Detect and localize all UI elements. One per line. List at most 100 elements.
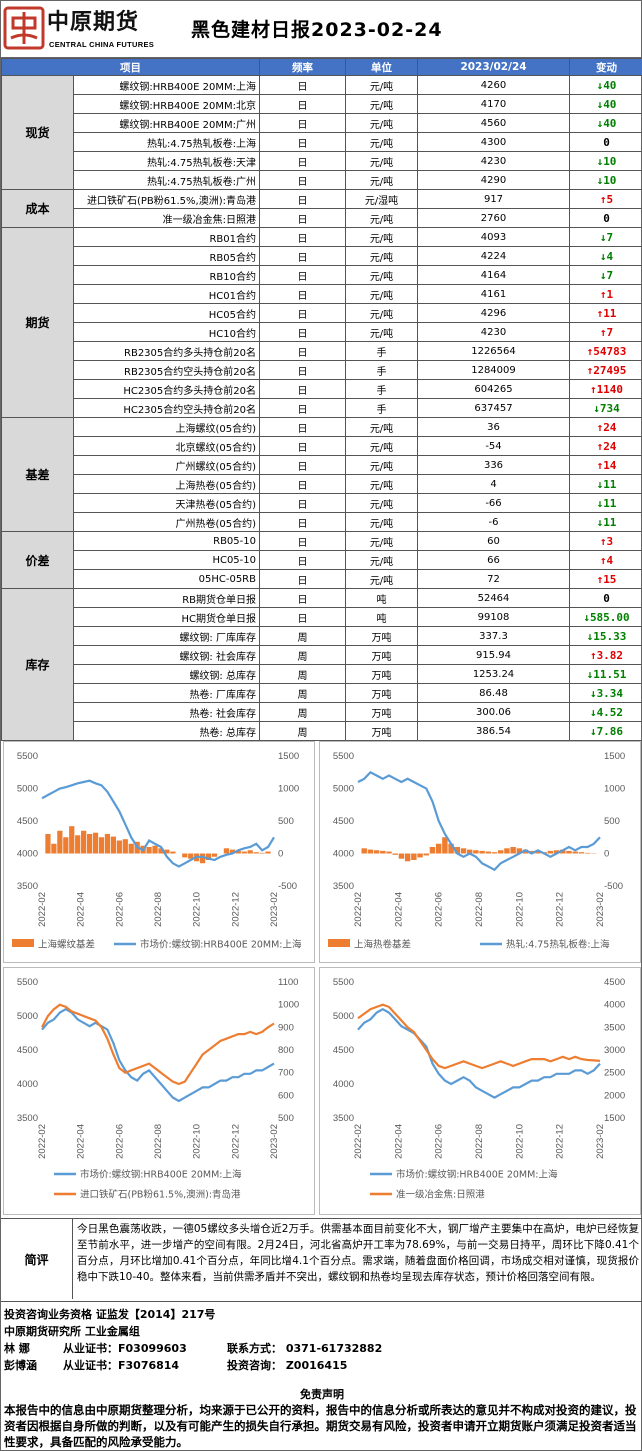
x-tick: 2022-04 [393,1124,404,1159]
unit-cell: 吨 [345,607,418,627]
category-cell: 成本 [1,189,74,228]
indicator-name-cell: 天津热卷(05合约) [73,493,260,513]
basis-bar [572,851,578,854]
frequency-cell: 日 [259,75,346,95]
change-value: 3 [606,534,614,548]
value-cell: 4296 [417,303,570,323]
unit-cell: 元/吨 [345,474,418,494]
series-line [41,1007,275,1103]
arrow-down-icon: ↓ [596,116,604,130]
table-row: 热卷: 总库存周万吨 386.54 ↓7.86 [2,721,642,741]
x-tick: 2022-10 [192,1124,203,1159]
comment-section: 简评 今日黑色震荡收跌，一德05螺纹多头增仓近2万手。供需基本面目前变化不大，钢… [1,1218,642,1299]
change-value: 27495 [593,363,627,377]
legend-label: 市场价:螺纹钢:HRB400E 20MM:上海 [140,939,302,951]
unit-cell: 元/吨 [345,265,418,285]
frequency-cell: 日 [259,303,346,323]
basis-bar [448,843,454,854]
legend-label: 上海螺纹基差 [38,939,95,951]
change-value: 10 [603,173,617,187]
frequency-cell: 日 [259,94,346,114]
value-cell: -66 [417,493,570,513]
x-tick: 2022-10 [514,1124,525,1159]
logo-subtitle: CENTRAL CHINA FUTURES [49,40,155,49]
arrow-down-icon: ↓ [599,230,607,244]
logo-text: 中原期货 [47,9,140,35]
chart-rebar-vs-iron-ore: 5500 5000 4500 4000 3500 1100 1000 900 800 700 600… [3,967,315,1215]
frequency-cell: 日 [259,322,346,342]
table-row: 准一级冶金焦:日照港日元/吨 2760 0 [2,208,642,228]
y-tick-right: 1000 [278,1000,299,1011]
y-tick-left: 5500 [17,751,38,762]
frequency-cell: 日 [259,588,346,608]
basis-bar [361,848,367,854]
value-cell: 2760 [417,208,570,228]
y-tick-right: 2000 [604,1090,625,1101]
frequency-cell: 日 [259,398,346,418]
basis-bar [442,837,448,854]
basis-bar [235,850,241,854]
indicator-name-cell: 热轧:4.75热轧板卷:上海 [73,132,260,152]
series-line [357,1003,601,1070]
unit-cell: 元/吨 [345,208,418,228]
basis-bar [373,850,380,854]
change-value: 24 [603,439,617,453]
indicator-name-cell: 螺纹钢:HRB400E 20MM:北京 [73,94,260,114]
change-value: 11 [603,496,617,510]
change-value: 15 [603,572,617,586]
change-value: 0 [603,591,610,605]
disclaimer-text: 本报告中的信息由中原期货整理分析，均来源于已公开的资料，报告中的信息分析或所表达… [4,1403,637,1449]
basis-bar [98,837,105,854]
arrow-up-icon: ↑ [596,420,604,434]
table-row: RB10合约日元/吨 4164 ↓7 [2,265,642,285]
change-value: 54783 [593,344,627,358]
change-value: 0 [603,135,610,149]
change-value: 11 [603,515,617,529]
frequency-cell: 日 [259,607,346,627]
change-cell: ↑3 [569,531,642,551]
disclaimer-title: 免责声明 [300,1388,344,1401]
frequency-cell: 日 [259,569,346,589]
frequency-cell: 日 [259,170,346,190]
change-cell: ↑4 [569,550,642,570]
legend-label: 热轧:4.75热轧板卷:上海 [506,939,610,951]
change-cell: ↓11 [569,474,642,494]
contact-line: 联系方式： 0371-61732882 [227,1342,383,1355]
change-cell: ↓7 [569,265,642,285]
indicator-name-cell: 上海螺纹(05合约) [73,417,260,437]
arrow-up-icon: ↑ [599,192,607,206]
unit-cell: 元/吨 [345,322,418,342]
basis-bar [229,849,235,854]
table-body: 现货 螺纹钢:HRB400E 20MM:上海日元/吨 4260 ↓40 螺纹钢:HRB4… [1,75,642,741]
change-value: 24 [603,420,617,434]
table-row: HC期货仓单日报日吨 99108 ↓585.00 [2,607,642,627]
basis-bar [392,853,398,855]
x-tick: 2022-04 [76,1124,87,1159]
indicator-name-cell: 热轧:4.75热轧板卷:天津 [73,151,260,171]
arrow-up-icon: ↑ [599,534,607,548]
indicator-name-cell: RB05-10 [73,531,260,551]
legend-label: 市场价:螺纹钢:HRB400E 20MM:上海 [396,1169,558,1181]
x-tick: 2022-02 [37,892,48,927]
arrow-down-icon: ↓ [596,496,604,510]
basis-bar [253,852,259,854]
table-row: RB05合约日元/吨 4224 ↓4 [2,246,642,266]
column-header-change: 变动 [569,58,642,76]
unit-cell: 万吨 [345,721,418,741]
x-tick: 2022-08 [153,892,164,927]
table-row: 期货 RB01合约日元/吨 4093 ↓7 [1,227,642,418]
unit-cell: 元/吨 [345,569,418,589]
change-cell: ↓40 [569,113,642,133]
table-row: 热卷: 厂库库存周万吨 86.48 ↓3.34 [2,683,642,703]
analyst1-cert: 从业证书：F03099603 [63,1342,187,1355]
frequency-cell: 日 [259,436,346,456]
arrow-up-icon: ↑ [586,344,594,358]
value-cell: 52464 [417,588,570,608]
change-cell: ↑1 [569,284,642,304]
frequency-cell: 日 [259,455,346,475]
indicator-name-cell: 热卷: 厂库库存 [73,683,260,703]
frequency-cell: 日 [259,113,346,133]
table-row: HC01合约日元/吨 4161 ↑1 [2,284,642,304]
table-row: 热轧:4.75热轧板卷:广州日元/吨 4290 ↓10 [2,170,642,190]
basis-bar [473,850,479,854]
